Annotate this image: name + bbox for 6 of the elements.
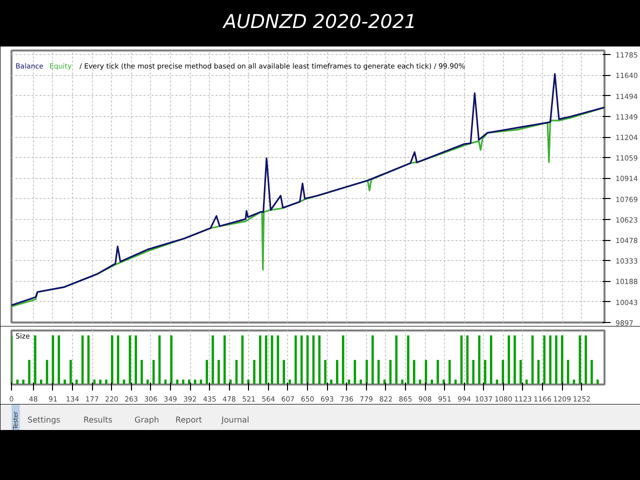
text: Results — [84, 416, 112, 424]
chart-title: AUDNZD 2020-2021 — [224, 10, 416, 35]
text: Settings — [28, 416, 60, 424]
text: Journal — [220, 416, 250, 424]
text: Report — [176, 416, 202, 424]
text: Graph — [134, 416, 160, 424]
